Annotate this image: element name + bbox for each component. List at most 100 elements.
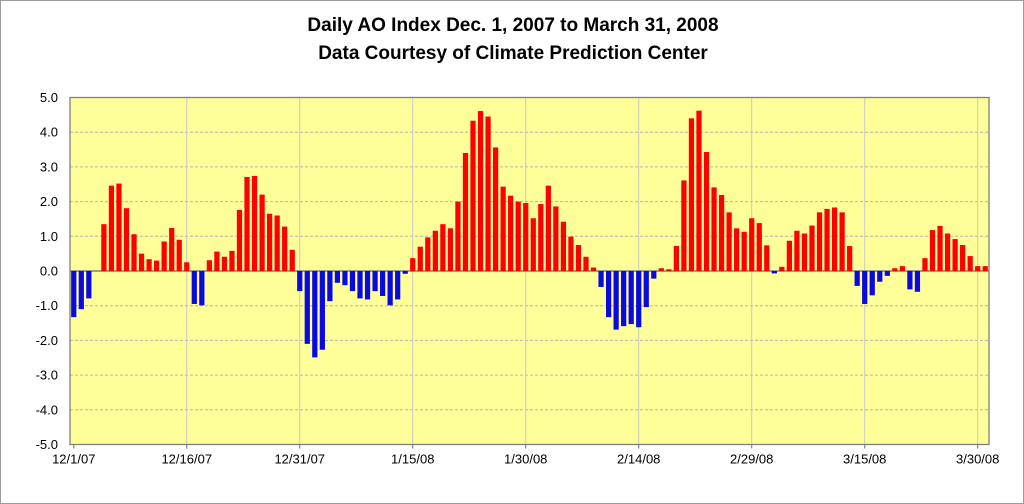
- daily-ao-bar: [884, 271, 890, 276]
- daily-ao-bar: [169, 227, 175, 271]
- daily-ao-bar: [259, 194, 265, 271]
- daily-ao-bar: [944, 233, 951, 271]
- daily-ao-bar: [485, 116, 491, 272]
- daily-ao-bar: [628, 271, 634, 325]
- daily-ao-bar: [282, 226, 288, 271]
- daily-ao-bar: [779, 266, 785, 271]
- daily-ao-bar: [816, 212, 823, 271]
- daily-ao-bar: [892, 268, 898, 271]
- daily-ao-bar: [327, 271, 333, 302]
- daily-ao-bar: [101, 224, 107, 271]
- daily-ao-bar: [477, 111, 484, 272]
- daily-ao-bar: [523, 202, 529, 271]
- daily-ao-bar: [862, 271, 868, 304]
- daily-ao-bar: [636, 271, 642, 328]
- daily-ao-bar: [342, 271, 348, 286]
- daily-ao-bar: [794, 230, 800, 271]
- daily-ao-bar: [312, 271, 318, 358]
- daily-ao-bar: [914, 271, 921, 292]
- daily-ao-bar: [907, 271, 913, 290]
- daily-ao-bar: [432, 230, 438, 271]
- daily-ao-bar: [741, 231, 747, 271]
- daily-ao-bar: [764, 245, 770, 271]
- daily-ao-bar: [508, 195, 514, 271]
- daily-ao-bar: [847, 246, 853, 271]
- x-tick-label: 1/30/08: [504, 452, 547, 467]
- daily-ao-bar: [568, 236, 574, 271]
- daily-ao-bar: [191, 271, 197, 304]
- daily-ao-bar: [967, 256, 973, 271]
- daily-ao-bar: [922, 258, 928, 271]
- y-tick-label: 2.0: [40, 194, 58, 209]
- daily-ao-bar: [982, 266, 988, 271]
- daily-ao-bar: [651, 271, 657, 279]
- daily-ao-bar: [492, 147, 499, 271]
- daily-ao-bar: [583, 256, 589, 271]
- chart-subtitle: Data Courtesy of Climate Prediction Cent…: [318, 43, 708, 64]
- y-tick-label: 0.0: [40, 264, 58, 279]
- daily-ao-bar: [553, 206, 559, 271]
- daily-ao-bar: [809, 225, 815, 271]
- daily-ao-bar: [854, 271, 860, 286]
- daily-ao-bar: [703, 151, 710, 271]
- daily-ao-bar: [831, 207, 838, 271]
- daily-ao-bar: [952, 239, 958, 271]
- y-tick-label: -2.0: [36, 333, 58, 348]
- x-tick-label: 2/14/08: [617, 452, 660, 467]
- y-tick-label: 5.0: [40, 90, 58, 105]
- daily-ao-bar: [395, 271, 401, 300]
- daily-ao-bar: [402, 271, 408, 274]
- x-tick-label: 1/15/08: [391, 452, 434, 467]
- daily-ao-bar: [289, 249, 295, 271]
- x-tick-label: 12/31/07: [274, 452, 325, 467]
- daily-ao-bar: [319, 271, 325, 350]
- y-tick-label: -3.0: [36, 368, 58, 383]
- daily-ao-bar: [161, 241, 167, 271]
- daily-ao-bar: [78, 271, 84, 310]
- daily-ao-bar: [470, 120, 476, 272]
- x-tick-label: 12/16/07: [161, 452, 212, 467]
- daily-ao-bar: [575, 244, 582, 271]
- daily-ao-bar: [613, 271, 619, 330]
- daily-ao-bar: [673, 246, 680, 271]
- x-tick-label: 3/15/08: [843, 452, 886, 467]
- y-tick-label: -5.0: [36, 437, 58, 452]
- y-tick-label: 4.0: [40, 125, 58, 140]
- daily-ao-bar: [334, 271, 341, 283]
- daily-ao-bar: [108, 185, 115, 271]
- y-tick-label: -1.0: [36, 298, 58, 313]
- daily-ao-bar: [734, 228, 740, 271]
- daily-ao-bar: [749, 218, 755, 271]
- daily-ao-bar: [801, 233, 808, 271]
- daily-ao-bar: [251, 175, 258, 271]
- daily-ao-bar: [605, 271, 612, 318]
- chart-title: Daily AO Index Dec. 1, 2007 to March 31,…: [307, 15, 719, 36]
- daily-ao-bar: [199, 271, 205, 306]
- daily-ao-bar: [960, 244, 966, 271]
- daily-ao-bar: [718, 195, 725, 271]
- daily-ao-bar: [545, 185, 551, 271]
- daily-ao-bar: [455, 201, 461, 271]
- daily-ao-bar: [929, 230, 936, 271]
- daily-ao-bar: [756, 223, 762, 271]
- daily-ao-bar: [440, 224, 446, 271]
- daily-ao-bar: [372, 271, 378, 292]
- daily-ao-bar: [515, 201, 521, 271]
- daily-ao-bar: [364, 271, 371, 300]
- daily-ao-bar: [379, 271, 386, 296]
- daily-ao-bar: [869, 271, 875, 296]
- daily-ao-bar: [304, 271, 310, 344]
- daily-ao-bar: [116, 183, 122, 271]
- y-tick-label: 3.0: [40, 159, 58, 174]
- daily-ao-bar: [726, 212, 732, 271]
- daily-ao-bar: [357, 271, 363, 299]
- daily-ao-bar: [410, 258, 416, 271]
- daily-ao-bar: [839, 212, 845, 271]
- daily-ao-bar: [349, 271, 356, 292]
- daily-ao-bar: [937, 225, 943, 271]
- daily-ao-bar: [681, 180, 687, 271]
- daily-ao-bar: [666, 269, 672, 271]
- daily-ao-bar: [621, 271, 627, 327]
- daily-ao-bar: [462, 153, 469, 271]
- daily-ao-bar: [274, 215, 280, 271]
